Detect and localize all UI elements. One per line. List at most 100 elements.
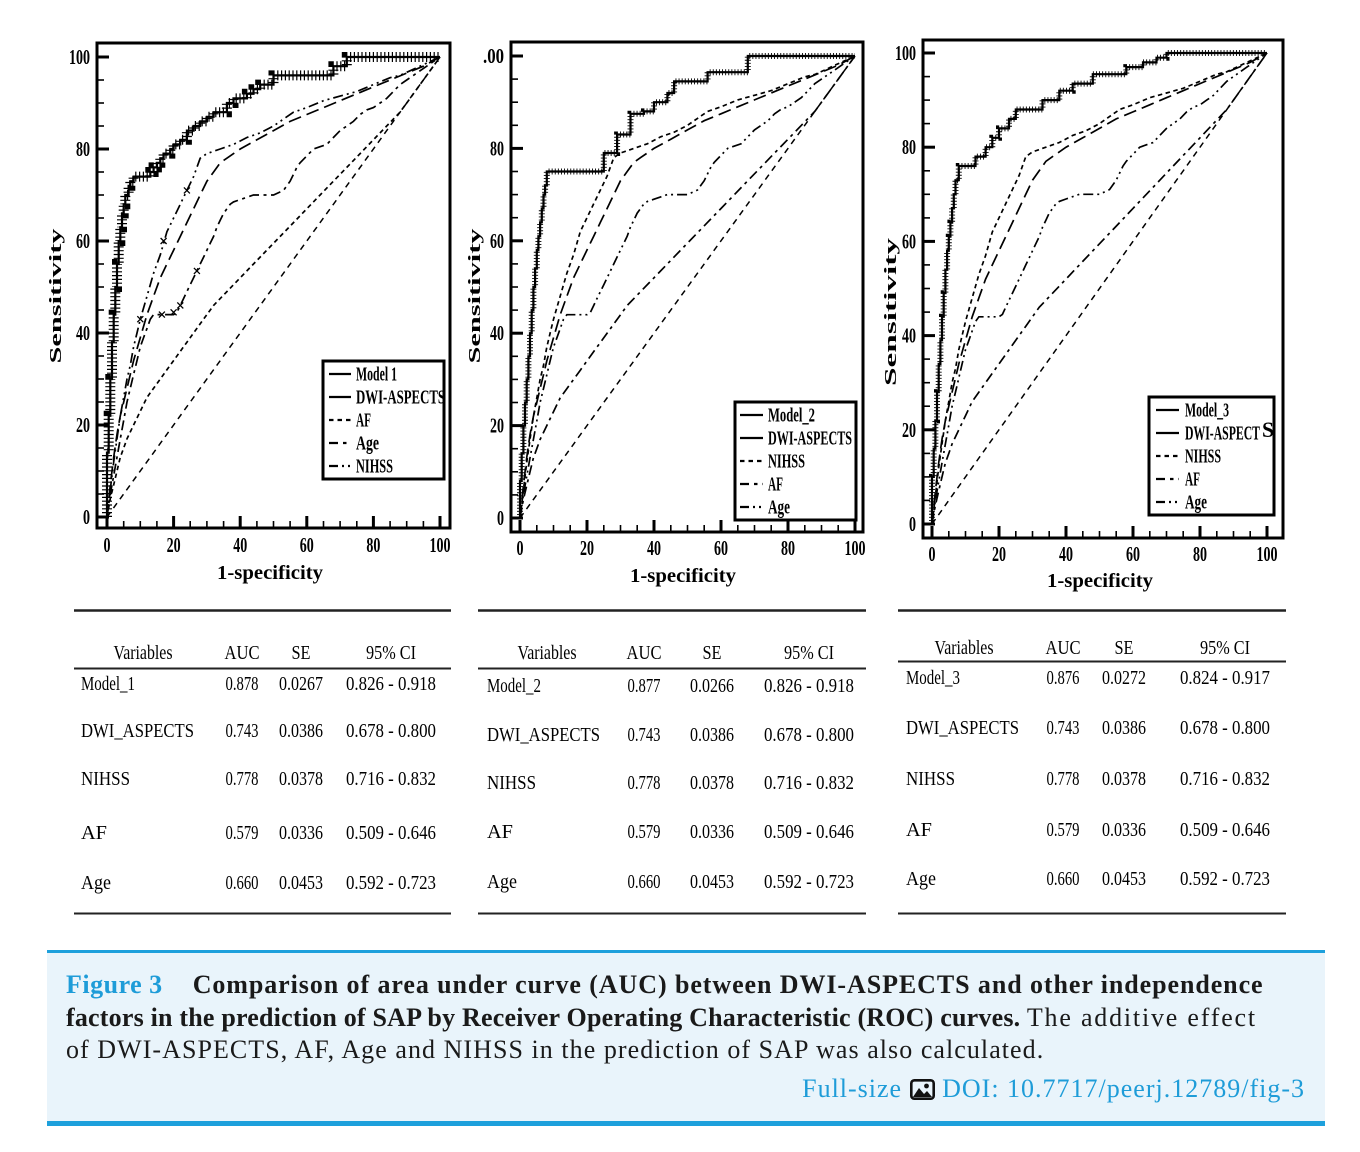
- svg-text:NIHSS: NIHSS: [906, 768, 955, 790]
- svg-text:0.592 - 0.723: 0.592 - 0.723: [1180, 868, 1270, 890]
- svg-text:0.0453: 0.0453: [1102, 868, 1146, 890]
- svg-text:0.878: 0.878: [226, 673, 259, 695]
- svg-text:95% CI: 95% CI: [366, 642, 416, 664]
- svg-text:0.0272: 0.0272: [1102, 667, 1146, 689]
- svg-text:DWI_ASPECTS: DWI_ASPECTS: [906, 717, 1019, 739]
- svg-text:20: 20: [76, 413, 90, 437]
- svg-text:0.592 - 0.723: 0.592 - 0.723: [346, 872, 436, 894]
- svg-text:0.509 - 0.646: 0.509 - 0.646: [1180, 819, 1270, 841]
- svg-text:60: 60: [902, 229, 916, 253]
- svg-text:AUC: AUC: [627, 642, 662, 664]
- svg-text:40: 40: [233, 533, 247, 557]
- svg-text:20: 20: [902, 418, 916, 442]
- svg-text:80: 80: [490, 136, 504, 160]
- svg-text:80: 80: [1193, 542, 1207, 566]
- svg-text:0.826 - 0.918: 0.826 - 0.918: [346, 673, 436, 695]
- svg-text:0.0386: 0.0386: [1102, 717, 1146, 739]
- svg-text:AUC: AUC: [225, 642, 260, 664]
- svg-text:DWI_ASPECTS: DWI_ASPECTS: [487, 724, 600, 746]
- svg-text:Model_2: Model_2: [487, 675, 541, 697]
- svg-text:60: 60: [76, 229, 90, 253]
- svg-text:0.678 - 0.800: 0.678 - 0.800: [1180, 717, 1270, 739]
- svg-text:0.0378: 0.0378: [690, 772, 734, 794]
- svg-text:80: 80: [781, 536, 795, 560]
- svg-text:1-specificity: 1-specificity: [1047, 570, 1153, 592]
- svg-text:0.824 - 0.917: 0.824 - 0.917: [1180, 667, 1270, 689]
- svg-text:0.778: 0.778: [226, 768, 259, 790]
- svg-text:0: 0: [83, 505, 90, 529]
- svg-text:40: 40: [1059, 542, 1073, 566]
- svg-text:Age: Age: [81, 872, 111, 894]
- svg-text:Variables: Variables: [114, 642, 173, 664]
- svg-text:0: 0: [104, 533, 111, 557]
- svg-text:SE: SE: [1115, 637, 1134, 659]
- svg-text:0.743: 0.743: [1047, 717, 1080, 739]
- svg-text:0.0336: 0.0336: [1102, 819, 1146, 841]
- svg-text:SE: SE: [292, 642, 311, 664]
- svg-text:0.0378: 0.0378: [1102, 768, 1146, 790]
- svg-text:AF: AF: [1185, 469, 1200, 491]
- svg-text:0.0266: 0.0266: [690, 675, 734, 697]
- svg-text:0.877: 0.877: [628, 675, 661, 697]
- svg-text:0.0386: 0.0386: [690, 724, 734, 746]
- svg-text:Age: Age: [906, 868, 936, 890]
- svg-text:0.579: 0.579: [226, 822, 259, 844]
- svg-text:20: 20: [992, 542, 1006, 566]
- svg-text:DWI-ASPECTS: DWI-ASPECTS: [356, 387, 445, 409]
- svg-text:20: 20: [580, 536, 594, 560]
- svg-text:Model_2: Model_2: [768, 405, 815, 427]
- svg-text:0.0386: 0.0386: [279, 720, 323, 742]
- svg-text:0: 0: [517, 536, 524, 560]
- svg-text:Sensitivity: Sensitivity: [465, 227, 484, 363]
- svg-text:1-specificity: 1-specificity: [217, 562, 323, 584]
- svg-text:60: 60: [714, 536, 728, 560]
- svg-text:NIHSS: NIHSS: [768, 451, 805, 473]
- svg-text:0.660: 0.660: [226, 872, 259, 894]
- svg-text:80: 80: [76, 137, 90, 161]
- svg-text:0.0267: 0.0267: [279, 673, 323, 695]
- svg-text:AF: AF: [768, 474, 783, 496]
- svg-text:0.509 - 0.646: 0.509 - 0.646: [764, 821, 854, 843]
- svg-text:NIHSS: NIHSS: [356, 456, 393, 478]
- svg-text:0.660: 0.660: [1047, 868, 1080, 890]
- svg-text:0.509 - 0.646: 0.509 - 0.646: [346, 822, 436, 844]
- svg-text:100: 100: [895, 41, 916, 65]
- svg-text:NIHSS: NIHSS: [487, 772, 536, 794]
- svg-text:20: 20: [490, 414, 504, 438]
- svg-text:Age: Age: [356, 433, 379, 455]
- svg-text:80: 80: [902, 135, 916, 159]
- svg-text:NIHSS: NIHSS: [1185, 446, 1221, 468]
- svg-text:0.716 - 0.832: 0.716 - 0.832: [1180, 768, 1270, 790]
- svg-text:0.0336: 0.0336: [279, 822, 323, 844]
- svg-text:S: S: [1262, 417, 1274, 442]
- svg-text:80: 80: [366, 533, 380, 557]
- svg-text:DWI-ASPECTS: DWI-ASPECTS: [768, 428, 852, 450]
- svg-text:0.743: 0.743: [226, 720, 259, 742]
- svg-text:40: 40: [490, 321, 504, 345]
- svg-text:DWI-ASPECT: DWI-ASPECT: [1185, 423, 1260, 445]
- svg-text:0.716 - 0.832: 0.716 - 0.832: [346, 768, 436, 790]
- svg-text:0.743: 0.743: [628, 724, 661, 746]
- svg-text:NIHSS: NIHSS: [81, 768, 130, 790]
- svg-text:95% CI: 95% CI: [1200, 637, 1250, 659]
- svg-text:0.778: 0.778: [628, 772, 661, 794]
- svg-text:0.876: 0.876: [1047, 667, 1080, 689]
- svg-text:Sensitivity: Sensitivity: [46, 227, 65, 363]
- svg-text:1-specificity: 1-specificity: [630, 565, 736, 587]
- svg-text:0: 0: [497, 506, 504, 530]
- svg-text:AF: AF: [906, 819, 932, 841]
- svg-text:0: 0: [909, 512, 916, 536]
- svg-text:0.579: 0.579: [628, 821, 661, 843]
- svg-text:AF: AF: [356, 410, 371, 432]
- svg-text:0.0453: 0.0453: [690, 871, 734, 893]
- svg-text:AF: AF: [487, 821, 513, 843]
- svg-text:0.592 - 0.723: 0.592 - 0.723: [764, 871, 854, 893]
- svg-text:AUC: AUC: [1046, 637, 1081, 659]
- svg-text:Sensitivity: Sensitivity: [881, 236, 900, 386]
- svg-text:Age: Age: [1185, 492, 1207, 514]
- svg-text:60: 60: [300, 533, 314, 557]
- svg-text:.00: .00: [483, 44, 504, 68]
- svg-text:DWI_ASPECTS: DWI_ASPECTS: [81, 720, 194, 742]
- svg-text:Age: Age: [768, 497, 790, 519]
- svg-text:0.826 - 0.918: 0.826 - 0.918: [764, 675, 854, 697]
